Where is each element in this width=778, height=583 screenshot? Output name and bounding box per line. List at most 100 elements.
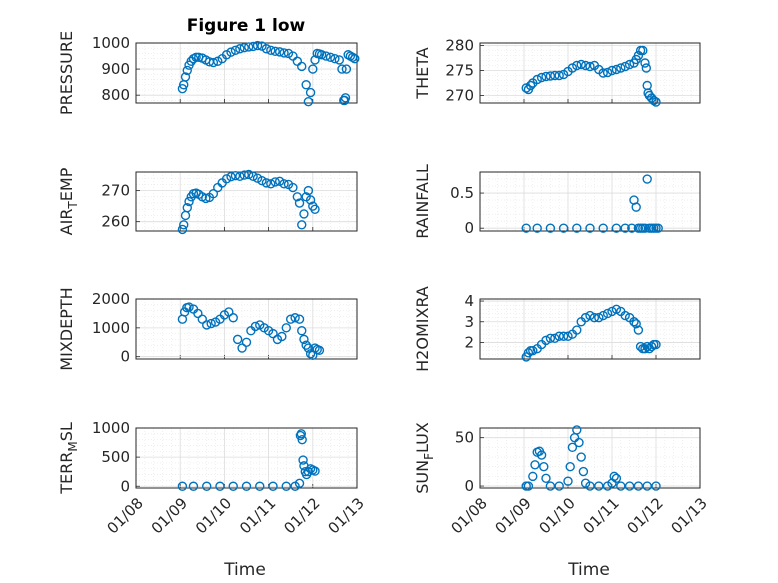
data-point [235,44,245,54]
data-point [299,209,309,219]
data-point [261,178,272,188]
data-point [646,341,657,352]
data-point [578,466,589,477]
data-point [620,223,630,233]
data-point [545,223,556,233]
data-point [297,434,307,445]
plot-frame [479,298,701,360]
data-point [585,481,595,491]
plot-frame [479,427,701,489]
data-point [310,55,320,65]
data-point [230,45,241,56]
data-point [281,481,291,491]
x-tick-label: 01/10 [192,494,235,537]
data-point [550,333,560,344]
y-tick-label: 270 [101,182,130,200]
data-point [631,202,641,212]
data-point [651,97,661,107]
figure-title: Figure 1 low [187,16,306,36]
data-point [310,343,320,353]
data-point [607,306,617,317]
subplot-2: 270 275 280 THETA [413,37,701,107]
data-point [330,53,340,64]
y-tick-label: 0 [464,477,474,495]
plot-area [135,427,358,489]
data-point [350,53,360,64]
data-point [286,314,296,324]
y-tick-label: 0.5 [450,184,474,202]
data-point [642,341,652,352]
y-tick-label: 270 [445,87,474,105]
data-point [624,481,635,491]
data-point [602,67,613,78]
data-point [642,481,652,491]
data-point [565,462,575,472]
data-point [270,177,280,187]
data-point [580,312,591,323]
data-point [574,437,584,448]
data-point [177,481,188,491]
data-point [572,325,582,335]
data-point [635,341,646,352]
data-point [563,331,573,341]
data-point [297,61,307,72]
data-point [609,471,619,482]
data-point [528,346,538,356]
data-point [602,308,613,319]
data-point [261,44,272,54]
data-point [337,64,347,74]
data-point [651,481,661,491]
data-point [239,42,249,53]
data-point [347,52,358,63]
data-point [620,310,630,321]
y-axis-label: THETA [413,47,432,99]
data-point [316,50,327,60]
y-axis-label: SUNFLUX [413,422,436,494]
data-point [268,328,278,339]
x-tick-label: 01/12 [624,494,667,537]
x-tick-label: 01/08 [448,494,491,537]
data-point [221,174,232,184]
data-point [567,442,578,453]
data-point [303,466,314,477]
data-point [554,331,564,341]
data-point [550,70,560,81]
subplot-8: 01/08 01/09 01/10 01/11 01/12 01/13 0 50 SUNFLUX [413,422,711,537]
data-point [334,55,345,65]
data-point [598,68,608,78]
data-point [341,64,352,74]
data-point [268,481,278,491]
data-point [616,63,626,73]
data-point [594,312,604,323]
data-point [649,95,659,106]
data-point [310,466,320,476]
data-point [545,333,556,344]
data-point [193,308,203,319]
data-point [228,481,238,491]
data-point [572,223,582,233]
x-axis-label-left: Time [223,560,266,580]
x-tick-label: 01/09 [148,494,191,537]
data-point [521,223,531,233]
plot-area [479,427,701,489]
data-point [616,481,626,491]
data-point [620,61,630,72]
plot-frame [135,298,358,360]
plot-area [135,42,358,104]
data-point [294,198,305,208]
subplot-7: 01/08 01/09 01/10 01/11 01/12 01/13 0 500 1000 TE… [57,419,368,537]
x-tick-label: 01/13 [325,494,368,537]
data-point [558,331,569,341]
data-point [305,349,316,359]
data-point [191,52,201,63]
data-point [188,481,199,491]
y-tick-label: 50 [455,429,474,447]
data-point [244,169,254,180]
y-tick-label: 2000 [92,290,130,308]
data-point [541,473,551,484]
y-tick-label: 1000 [92,319,130,337]
data-point [184,302,194,312]
subplot-1: 800 900 1000 PRESSURE [57,31,360,115]
data-point [298,455,308,465]
